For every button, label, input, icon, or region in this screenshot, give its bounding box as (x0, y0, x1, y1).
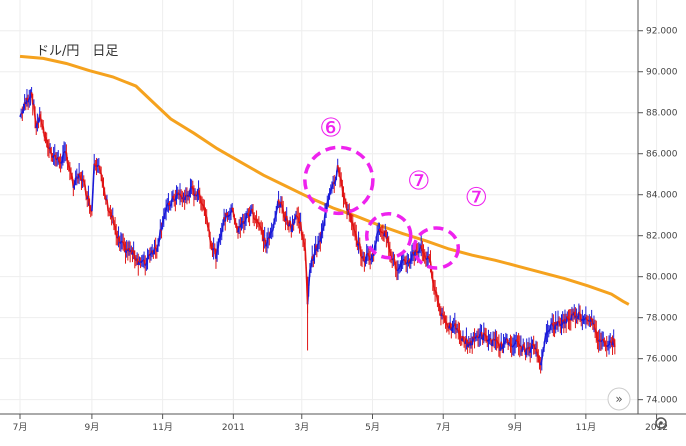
y-tick-label: 86.000 (646, 150, 678, 160)
time-axis[interactable]: 7月 9月 11月 2011 3月 5月 7月 9月 11月 2012 (13, 414, 668, 433)
scroll-right-button[interactable]: » (607, 387, 631, 411)
y-tick-label: 84.000 (646, 191, 678, 201)
x-tick-label: 9月 (508, 422, 523, 433)
annotation-circle (364, 211, 413, 260)
moving-average-series (19, 54, 630, 306)
y-tick-label: 80.000 (646, 273, 678, 283)
y-tick-label: 74.000 (646, 396, 678, 406)
y-tick-label: 90.000 (646, 68, 678, 78)
x-tick-label: 7月 (436, 422, 451, 433)
y-tick-label: 78.000 (646, 314, 678, 324)
y-tick-label: 92.000 (646, 27, 678, 37)
double-chevron-right-icon: » (615, 392, 622, 406)
annotation-circle (412, 226, 461, 270)
chart-title: ドル/円 日足 (36, 44, 118, 59)
x-tick-label: 7月 (13, 422, 28, 433)
x-tick-label: 2012 (645, 423, 668, 433)
annotation-label: ⑦ (407, 167, 430, 197)
y-tick-label: 76.000 (646, 355, 678, 365)
x-tick-label: 2011 (222, 423, 245, 433)
x-tick-label: 5月 (365, 422, 380, 433)
price-axis[interactable]: 92.000 90.000 88.000 86.000 84.000 82.000 80.0… (638, 27, 678, 406)
settings-button[interactable] (655, 417, 667, 429)
annotation-circles: ⑥ ⑦ ⑦ (303, 113, 488, 270)
price-series (19, 86, 616, 374)
annotation-label: ⑥ (319, 113, 342, 143)
y-tick-label: 82.000 (646, 232, 678, 242)
gear-icon (655, 417, 667, 429)
x-tick-label: 3月 (294, 422, 309, 433)
y-tick-label: 88.000 (646, 109, 678, 119)
x-tick-label: 11月 (152, 422, 172, 433)
annotation-circle (303, 145, 375, 216)
annotation-label: ⑦ (465, 183, 488, 213)
x-tick-label: 9月 (85, 422, 100, 433)
x-tick-label: 11月 (576, 422, 596, 433)
moving-average-line (19, 54, 630, 306)
